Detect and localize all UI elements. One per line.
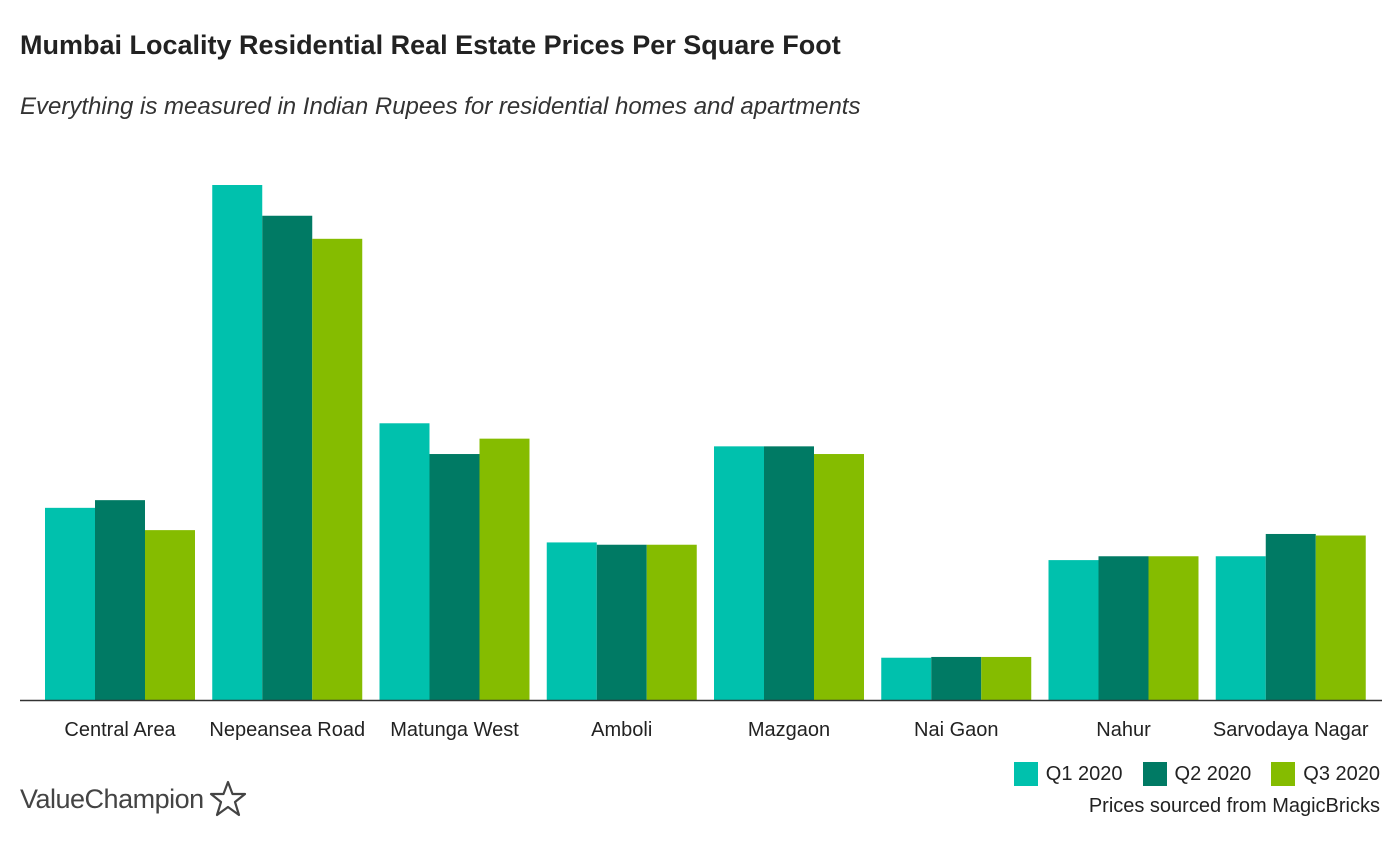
- bar-amboli-q3: [646, 544, 697, 700]
- chart-subtitle: Everything is measured in Indian Rupees …: [20, 93, 861, 120]
- bar-sarvodaya-nagar-q1: [1215, 556, 1266, 700]
- bar-nepeansea-road-q2: [262, 215, 313, 700]
- valuechampion-logo: ValueChampion: [20, 780, 248, 818]
- x-tick-label: Nahur: [1096, 719, 1151, 741]
- chart-legend: Q1 2020 Q2 2020 Q3 2020: [1013, 762, 1380, 786]
- bar-nahur-q3: [1148, 556, 1199, 700]
- chart-title: Mumbai Locality Residential Real Estate …: [20, 30, 841, 60]
- legend-label-q1: Q1 2020: [1045, 762, 1123, 785]
- x-tick-label: Nepeansea Road: [209, 719, 365, 741]
- bar-central-area-q2: [95, 500, 145, 700]
- bar-matunga-west-q1: [379, 423, 430, 700]
- x-tick-label: Mazgaon: [748, 719, 830, 741]
- bar-nahur-q1: [1048, 560, 1099, 700]
- bar-mazgaon-q1: [714, 446, 764, 700]
- bar-matunga-west-q2: [429, 454, 480, 700]
- bar-mazgaon-q2: [764, 446, 814, 700]
- legend-item-q3: Q3 2020: [1271, 762, 1380, 786]
- bar-amboli-q2: [596, 544, 647, 700]
- bar-nai-gaon-q1: [881, 657, 932, 700]
- legend-swatch-q1: [1013, 762, 1038, 786]
- bar-nai-gaon-q3: [981, 656, 1032, 700]
- logo-text: ValueChampion: [20, 783, 204, 814]
- source-note: Prices sourced from MagicBricks: [1088, 795, 1380, 817]
- legend-swatch-q2: [1142, 762, 1167, 786]
- bar-sarvodaya-nagar-q2: [1265, 533, 1316, 700]
- legend-item-q2: Q2 2020: [1142, 762, 1252, 786]
- legend-item-q1: Q1 2020: [1013, 762, 1123, 786]
- bar-mazgaon-q3: [814, 454, 864, 700]
- legend-label-q2: Q2 2020: [1174, 762, 1252, 785]
- bar-central-area-q3: [145, 530, 195, 700]
- x-tick-label: Nai Gaon: [914, 719, 999, 741]
- legend-label-q3: Q3 2020: [1303, 762, 1380, 785]
- bar-sarvodaya-nagar-q3: [1315, 535, 1366, 700]
- bar-matunga-west-q3: [479, 438, 530, 700]
- bar-central-area-q1: [45, 507, 95, 700]
- x-tick-label: Central Area: [64, 719, 176, 741]
- bar-nepeansea-road-q1: [212, 185, 263, 700]
- x-tick-label: Amboli: [591, 719, 652, 741]
- bar-nai-gaon-q2: [931, 656, 982, 700]
- star-outline-icon: [209, 780, 246, 817]
- legend-swatch-q3: [1271, 762, 1296, 786]
- bar-nahur-q2: [1098, 556, 1149, 700]
- x-tick-label: Sarvodaya Nagar: [1213, 719, 1369, 741]
- bar-amboli-q1: [546, 542, 597, 700]
- x-tick-label: Matunga West: [390, 719, 519, 741]
- bar-nepeansea-road-q3: [312, 238, 363, 700]
